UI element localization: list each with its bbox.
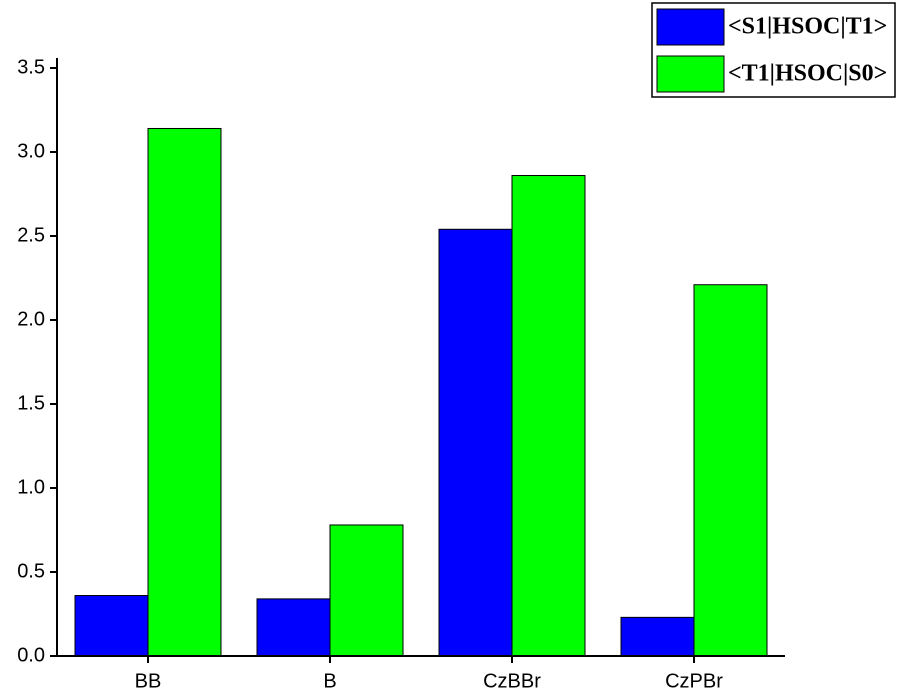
x-tick-label: CzPBr bbox=[665, 670, 723, 692]
y-tick-label: 2.0 bbox=[17, 308, 45, 330]
bar bbox=[620, 616, 695, 657]
bar bbox=[329, 524, 404, 657]
bar bbox=[438, 228, 513, 657]
y-tick-label: 2.5 bbox=[17, 224, 45, 246]
y-tick-label: 3.0 bbox=[17, 140, 45, 162]
y-tick-label: 0.0 bbox=[17, 644, 45, 666]
legend-label: <T1|HSOC|S0> bbox=[728, 61, 887, 87]
x-tick-label: B bbox=[323, 670, 336, 692]
x-tick-label: CzBBr bbox=[483, 670, 541, 692]
bar bbox=[693, 284, 768, 657]
legend-swatch bbox=[656, 55, 725, 93]
bar bbox=[147, 127, 222, 657]
y-tick-label: 0.5 bbox=[17, 560, 45, 582]
y-tick-label: 1.0 bbox=[17, 476, 45, 498]
bar bbox=[511, 175, 586, 657]
legend-swatch bbox=[656, 8, 725, 46]
y-tick-label: 3.5 bbox=[17, 56, 45, 78]
bar bbox=[74, 595, 149, 657]
x-tick-label: BB bbox=[135, 670, 162, 692]
bar bbox=[256, 598, 331, 657]
legend-label: <S1|HSOC|T1> bbox=[728, 14, 887, 40]
y-tick-label: 1.5 bbox=[17, 392, 45, 414]
